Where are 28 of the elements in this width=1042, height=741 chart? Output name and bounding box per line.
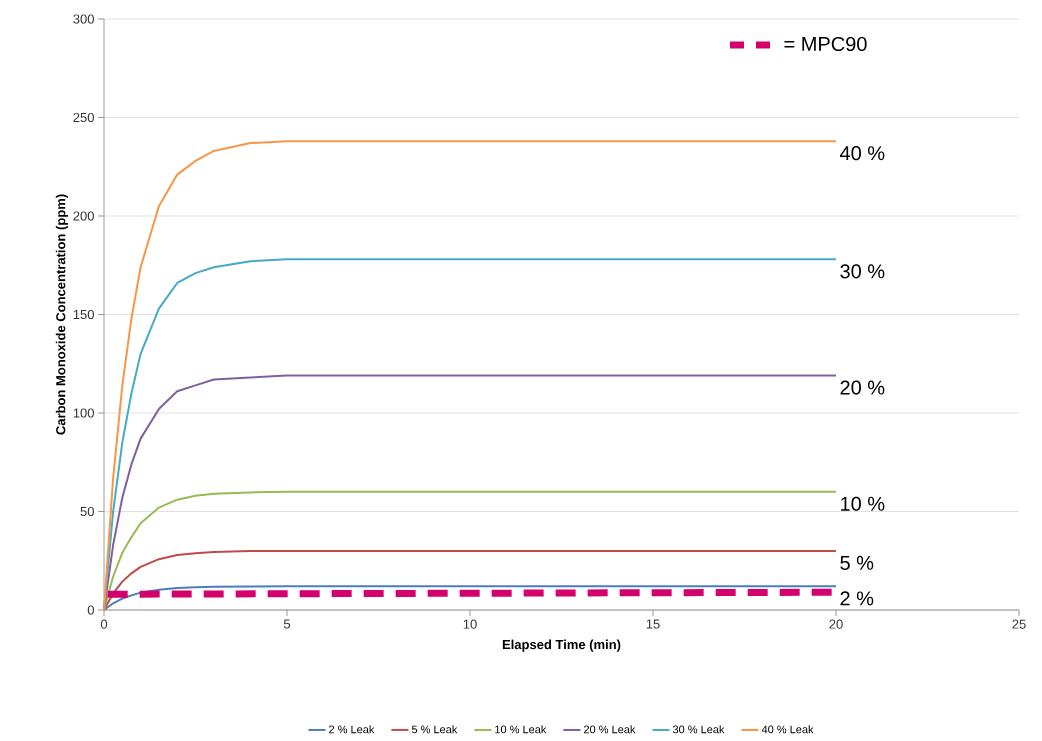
x-tick-label: 5 (283, 619, 291, 629)
y-tick-label: 0 (87, 605, 94, 615)
x-tick-label: 20 (829, 619, 843, 629)
x-tick-label: 15 (646, 619, 660, 629)
legend-label: 5 % Leak (411, 725, 458, 734)
x-tick-label: 10 (463, 619, 477, 629)
x-axis-title: Elapsed Time (min) (502, 639, 621, 652)
legend-label: 2 % Leak (329, 725, 375, 734)
annotation: 20 % (840, 380, 885, 395)
y-axis-title: Carbon Monoxide Concentration (ppm) (55, 194, 68, 435)
annotation: 40 % (839, 146, 885, 161)
y-tick-label: 100 (73, 408, 94, 418)
legend-label: 20 % Leak (584, 725, 636, 734)
annotation: 30 % (840, 264, 885, 279)
y-tick-label: 50 (80, 506, 94, 517)
x-tick-label: 0 (100, 619, 108, 629)
annotation: 2 % (840, 591, 874, 606)
x-tick-label: 25 (1012, 619, 1026, 629)
legend-label: 10 % Leak (495, 725, 547, 734)
y-tick-label: 200 (73, 211, 94, 221)
y-tick-label: 250 (73, 112, 94, 123)
y-tick-label: 150 (73, 309, 94, 320)
annotation: 5 % (840, 555, 874, 570)
legend-label: 30 % Leak (672, 725, 725, 734)
annotation: 10 % (841, 496, 885, 511)
legend-label: 40 % Leak (761, 725, 814, 734)
legend-label: = MPC90 (784, 36, 867, 52)
y-tick-label: 300 (73, 14, 94, 24)
